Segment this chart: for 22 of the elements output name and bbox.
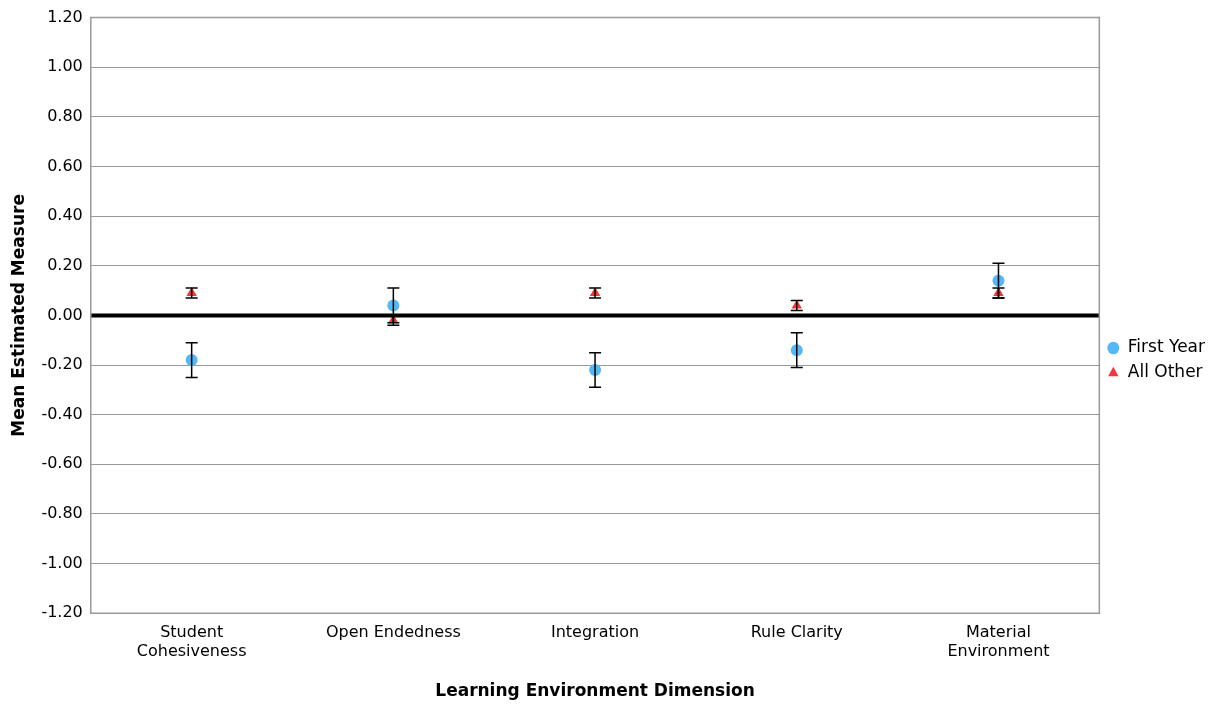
y-tick-label: -0.80: [41, 503, 83, 523]
y-tick-label: 0.60: [47, 155, 83, 175]
y-tick-label: -0.60: [41, 453, 83, 473]
legend-label: First Year: [1127, 336, 1206, 357]
x-tick-label: Rule Clarity: [750, 621, 843, 641]
x-tick-label: Open Endedness: [325, 621, 461, 641]
x-tick-label: Student Cohesiveness: [136, 621, 247, 661]
y-tick-label: -0.40: [41, 403, 83, 423]
y-tick-label: -0.20: [41, 354, 83, 374]
y-axis-title: Mean Estimated Measure: [7, 194, 28, 437]
y-tick-label: -1.20: [41, 602, 83, 622]
y-tick-label: 0.00: [47, 304, 83, 324]
x-axis-title: Learning Environment Dimension: [435, 680, 755, 701]
legend-label: All Other: [1127, 361, 1203, 382]
y-tick-label: 1.00: [47, 56, 83, 76]
y-tick-label: 1.20: [47, 6, 83, 26]
y-tick-label: -1.00: [41, 552, 83, 572]
y-tick-label: 0.20: [47, 254, 83, 274]
y-tick-label: 0.80: [47, 106, 83, 126]
y-tick-label: 0.40: [47, 205, 83, 225]
x-tick-label: Material Environment: [947, 621, 1050, 661]
x-tick-label: Integration: [550, 621, 640, 641]
